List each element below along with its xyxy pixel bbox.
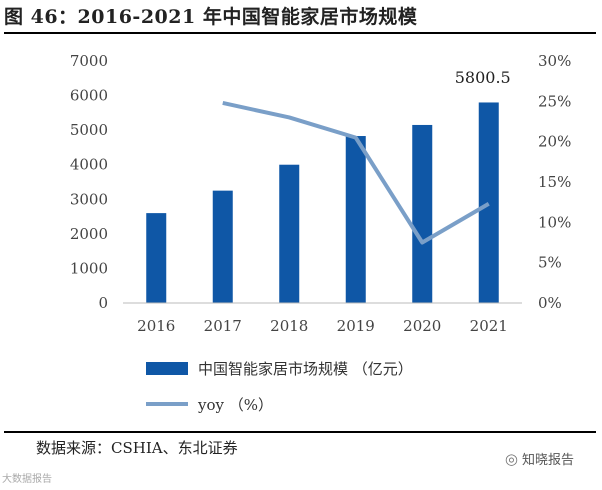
annotation: 5800.5	[455, 68, 511, 87]
bar-2016	[146, 213, 167, 303]
x-tick-label: 2017	[204, 317, 242, 335]
source-rule	[4, 431, 596, 433]
x-tick-label: 2018	[270, 317, 308, 335]
watermark-brand: ◎ 知晓报告	[504, 449, 574, 469]
legend-label-bar: 中国智能家居市场规模 （亿元）	[198, 360, 413, 378]
bar-series	[146, 102, 499, 303]
legend: 中国智能家居市场规模 （亿元） yoy （%）	[146, 360, 413, 414]
x-axis: 2016 2017 2018 2019 2020 2021	[123, 302, 522, 335]
bar-2021	[478, 102, 499, 303]
wechat-icon: ◎	[504, 449, 518, 468]
y-left-tick-label: 5000	[70, 121, 108, 139]
y-right-tick-label: 20%	[538, 133, 571, 151]
y-left-tick-label: 6000	[70, 87, 108, 105]
x-tick-label: 2019	[337, 317, 375, 335]
source-note: 数据来源：CSHIA、东北证券	[36, 439, 238, 457]
y-left-axis: 0 1000 2000 3000 4000 5000 6000 7000	[70, 52, 108, 312]
bar-2019	[345, 136, 366, 303]
y-left-tick-label: 3000	[70, 190, 108, 208]
watermark-small: 大数据报告	[2, 474, 52, 485]
y-right-tick-label: 25%	[538, 92, 571, 110]
y-right-tick-label: 30%	[538, 52, 571, 70]
line-series	[222, 100, 490, 245]
y-left-tick-label: 0	[98, 294, 108, 312]
watermark-text: 知晓报告	[521, 453, 574, 468]
x-tick-label: 2021	[470, 317, 508, 335]
legend-label-line: yoy （%）	[197, 396, 273, 414]
data-label-2021: 5800.5	[455, 68, 511, 87]
y-left-tick-label: 4000	[70, 156, 108, 174]
x-tick-label: 2020	[403, 317, 441, 335]
title-rule	[4, 32, 596, 34]
y-right-tick-label: 5%	[538, 254, 562, 272]
market-size-chart: 0 1000 2000 3000 4000 5000 6000 7000 0% 5% 10% 15%…	[70, 52, 572, 414]
figure-title: 图 46：2016-2021 年中国智能家居市场规模	[4, 6, 418, 28]
y-right-tick-label: 0%	[538, 294, 562, 312]
y-left-tick-label: 2000	[70, 225, 108, 243]
y-right-tick-label: 10%	[538, 213, 571, 231]
bar-2020	[412, 124, 433, 303]
y-right-tick-label: 15%	[538, 173, 571, 191]
bar-2018	[279, 164, 300, 303]
bar-2017	[212, 190, 233, 303]
y-right-axis: 0% 5% 10% 15% 20% 25% 30%	[538, 52, 571, 312]
y-left-tick-label: 1000	[70, 259, 108, 277]
x-tick-label: 2016	[137, 317, 175, 335]
y-left-tick-label: 7000	[70, 52, 108, 70]
legend-swatch-bar	[146, 362, 188, 375]
